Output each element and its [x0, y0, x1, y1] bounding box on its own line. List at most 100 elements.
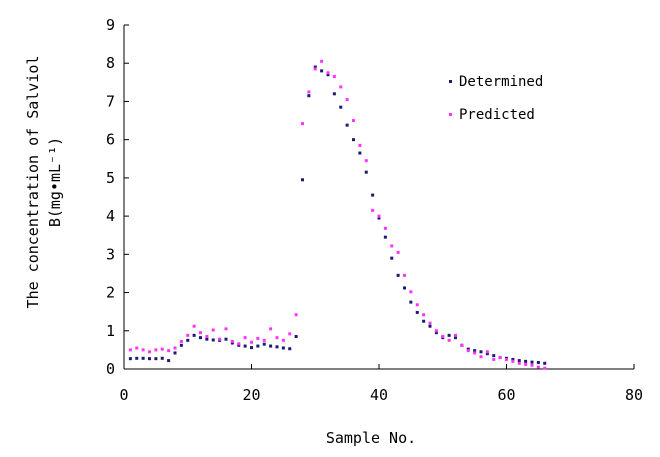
- data-point-determined: [167, 359, 171, 363]
- data-point-predicted: [460, 343, 464, 347]
- y-tick-label: 8: [106, 54, 115, 72]
- data-point-predicted: [205, 335, 209, 339]
- x-tick-label: 40: [370, 386, 388, 404]
- data-point-determined: [141, 356, 145, 360]
- data-point-predicted: [128, 348, 132, 352]
- data-point-determined: [128, 357, 132, 361]
- data-point-determined: [536, 361, 540, 365]
- data-point-predicted: [517, 361, 521, 365]
- data-point-determined: [339, 105, 343, 109]
- data-point-determined: [243, 344, 247, 348]
- x-tick-label: 80: [625, 386, 643, 404]
- data-point-predicted: [345, 98, 349, 102]
- ticks: 0 1 2 3 4 5 6 7 8 9 0 20 40 60 80: [106, 16, 643, 404]
- data-point-predicted: [192, 324, 196, 328]
- data-point-determined: [345, 123, 349, 127]
- data-point-determined: [466, 347, 470, 351]
- data-point-determined: [524, 359, 528, 363]
- data-point-predicted: [275, 336, 279, 340]
- data-point-predicted: [148, 350, 151, 354]
- data-point-determined: [332, 92, 336, 96]
- data-point-predicted: [511, 359, 515, 363]
- data-point-predicted: [441, 335, 445, 339]
- legend-label-predicted: Predicted: [459, 107, 535, 123]
- data-point-determined: [485, 352, 489, 356]
- y-tick-label: 5: [106, 169, 115, 187]
- data-point-determined: [307, 94, 311, 98]
- data-point-predicted: [230, 339, 234, 343]
- data-point-determined: [313, 65, 317, 69]
- data-point-predicted: [498, 356, 502, 360]
- data-point-determined: [492, 354, 496, 358]
- legend-marker-predicted: [449, 113, 452, 116]
- data-point-predicted: [179, 339, 183, 343]
- data-point-determined: [173, 351, 177, 355]
- data-point-determined: [383, 235, 387, 239]
- data-point-determined: [409, 300, 413, 304]
- data-point-determined: [371, 193, 375, 197]
- x-tick-label: 60: [497, 386, 515, 404]
- legend-label-determined: Determined: [459, 74, 543, 90]
- data-point-predicted: [326, 71, 330, 75]
- data-point-determined: [403, 286, 406, 290]
- data-point-determined: [326, 73, 330, 77]
- data-point-predicted: [466, 349, 470, 353]
- data-point-determined: [237, 343, 241, 347]
- data-point-predicted: [409, 290, 413, 294]
- data-point-predicted: [473, 351, 477, 355]
- data-point-determined: [224, 337, 228, 341]
- data-point-determined: [269, 344, 273, 348]
- y-tick-label: 1: [106, 322, 115, 340]
- data-point-determined: [186, 338, 190, 342]
- data-point-predicted: [447, 338, 451, 342]
- data-point-predicted: [428, 321, 432, 325]
- legend-marker-determined: [449, 80, 452, 83]
- data-point-determined: [447, 333, 451, 337]
- data-point-predicted: [454, 333, 457, 337]
- data-point-predicted: [479, 355, 483, 359]
- data-point-determined: [364, 170, 368, 174]
- data-point-predicted: [415, 303, 419, 307]
- data-point-predicted: [320, 59, 324, 63]
- data-point-predicted: [281, 338, 285, 342]
- data-point-predicted: [154, 348, 158, 352]
- data-point-predicted: [383, 226, 387, 230]
- x-tick-label: 0: [119, 386, 128, 404]
- data-point-predicted: [294, 313, 298, 317]
- data-point-predicted: [536, 365, 540, 369]
- data-point-determined: [517, 359, 521, 363]
- data-point-predicted: [307, 90, 311, 94]
- data-point-determined: [320, 69, 324, 73]
- data-point-determined: [390, 256, 394, 260]
- y-tick-label: 0: [106, 360, 115, 378]
- data-point-predicted: [269, 327, 273, 331]
- data-point-determined: [179, 343, 183, 347]
- data-point-predicted: [141, 348, 145, 352]
- data-point-determined: [199, 336, 202, 340]
- data-point-determined: [479, 350, 483, 354]
- data-point-determined: [230, 341, 234, 345]
- data-point-determined: [377, 216, 381, 220]
- y-axis-title-line-2: B(mg•mL⁻¹): [46, 137, 64, 227]
- y-axis-title: The concentration of Salviol B(mg•mL⁻¹): [24, 56, 64, 309]
- data-point-determined: [135, 356, 139, 360]
- data-point-predicted: [211, 328, 215, 332]
- data-point-predicted: [199, 331, 202, 335]
- data-point-predicted: [243, 336, 247, 340]
- data-point-determined: [422, 319, 426, 323]
- y-tick-label: 9: [106, 16, 115, 34]
- y-axis-title-line-1: The concentration of Salviol: [24, 56, 42, 309]
- data-point-predicted: [160, 347, 164, 351]
- data-point-predicted: [256, 336, 260, 340]
- data-point-predicted: [422, 313, 426, 317]
- data-point-predicted: [301, 122, 304, 126]
- x-tick-label: 20: [242, 386, 260, 404]
- data-point-predicted: [371, 208, 375, 212]
- data-point-predicted: [390, 244, 394, 248]
- data-point-predicted: [262, 338, 266, 342]
- x-axis-title: Sample No.: [326, 429, 416, 447]
- data-point-predicted: [339, 85, 343, 89]
- data-point-determined: [294, 335, 298, 339]
- data-point-determined: [352, 138, 355, 142]
